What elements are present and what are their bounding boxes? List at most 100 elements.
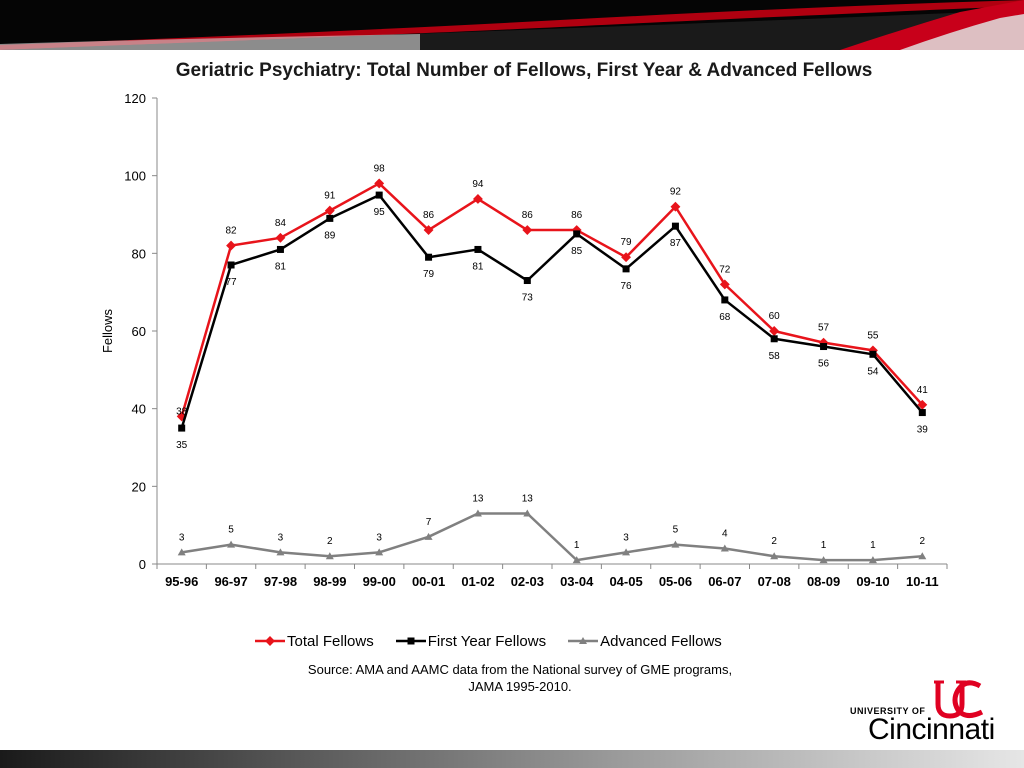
data-label-advanced-fellows: 1 xyxy=(870,540,876,551)
data-label-advanced-fellows: 1 xyxy=(574,540,580,551)
data-point-first-year-fellows xyxy=(869,350,877,358)
data-label-total-fellows: 86 xyxy=(423,210,435,221)
line-chart: 0 20 40 60 80 100 120 Fellows 95-96 96-97 97-98 98-… xyxy=(100,91,948,589)
chart-title: Geriatric Psychiatry: Total Number of Fe… xyxy=(175,60,873,81)
series-line-first-year-fellows xyxy=(180,193,924,429)
data-label-total-fellows: 94 xyxy=(472,179,484,190)
data-point-first-year-fellows xyxy=(918,409,926,417)
data-point-first-year-fellows xyxy=(622,265,630,273)
data-label-first-year-fellows: 76 xyxy=(621,281,633,292)
logo-small-text: UNIVERSITY OF xyxy=(850,706,926,716)
data-point-first-year-fellows xyxy=(671,222,679,230)
data-point-total-fellows xyxy=(719,279,730,290)
data-label-first-year-fellows: 81 xyxy=(275,261,287,272)
data-point-advanced-fellows xyxy=(276,548,285,556)
legend-swatch-advanced-fellows xyxy=(568,637,599,644)
data-label-advanced-fellows: 4 xyxy=(722,528,728,539)
x-tick-label: 02-03 xyxy=(511,574,544,589)
data-label-total-fellows: 86 xyxy=(522,210,534,221)
x-tick-label: 08-09 xyxy=(807,574,840,589)
legend-item-advanced-fellows: Advanced Fellows xyxy=(568,633,722,650)
data-point-first-year-fellows xyxy=(721,296,729,304)
x-tick-label: 03-04 xyxy=(560,574,594,589)
data-point-total-fellows xyxy=(423,225,434,235)
data-label-advanced-fellows: 2 xyxy=(920,536,926,547)
data-point-total-fellows xyxy=(522,225,533,235)
data-point-advanced-fellows xyxy=(325,552,334,560)
data-point-advanced-fellows xyxy=(523,509,532,517)
data-label-first-year-fellows: 39 xyxy=(917,425,929,436)
data-point-first-year-fellows xyxy=(573,230,581,238)
data-label-advanced-fellows: 3 xyxy=(376,532,382,543)
data-label-advanced-fellows: 3 xyxy=(278,532,284,543)
y-tick-label: 40 xyxy=(132,402,146,417)
data-point-first-year-fellows xyxy=(326,214,334,222)
y-tick-label: 20 xyxy=(132,479,146,494)
x-tick-label: 05-06 xyxy=(659,574,692,589)
data-label-total-fellows: 82 xyxy=(226,226,238,237)
y-tick-label: 100 xyxy=(124,169,146,184)
y-tick-label: 0 xyxy=(139,557,146,572)
data-label-first-year-fellows: 54 xyxy=(867,366,879,377)
data-point-first-year-fellows xyxy=(770,335,778,343)
data-point-first-year-fellows xyxy=(375,191,383,199)
x-tick-label: 98-99 xyxy=(313,574,346,589)
data-point-total-fellows xyxy=(226,240,237,251)
data-point-advanced-fellows xyxy=(572,556,581,564)
top-banner xyxy=(0,0,1024,50)
data-point-advanced-fellows xyxy=(868,556,877,564)
data-label-first-year-fellows: 68 xyxy=(719,312,731,323)
data-label-advanced-fellows: 7 xyxy=(426,517,432,528)
x-tick-label: 01-02 xyxy=(461,574,494,589)
legend-swatch-total-fellows xyxy=(255,636,285,646)
data-label-total-fellows: 41 xyxy=(917,385,929,396)
data-label-total-fellows: 79 xyxy=(621,237,633,248)
series-line-total-fellows xyxy=(180,182,924,417)
data-point-total-fellows xyxy=(769,326,780,336)
x-tick-label: 07-08 xyxy=(758,574,791,589)
data-label-first-year-fellows: 56 xyxy=(818,359,830,370)
logo-wordmark: Cincinnati xyxy=(868,713,995,746)
data-point-advanced-fellows xyxy=(177,548,186,556)
data-point-advanced-fellows xyxy=(227,540,236,548)
legend-swatch-first-year-fellows xyxy=(395,637,426,645)
data-point-total-fellows xyxy=(374,178,385,189)
data-label-advanced-fellows: 13 xyxy=(472,494,484,505)
data-label-first-year-fellows: 85 xyxy=(571,246,583,257)
data-point-advanced-fellows xyxy=(819,556,828,564)
data-label-total-fellows: 92 xyxy=(670,187,682,198)
data-label-total-fellows: 84 xyxy=(275,218,287,229)
x-tick-label: 09-10 xyxy=(856,574,889,589)
data-label-advanced-fellows: 2 xyxy=(771,536,777,547)
data-label-advanced-fellows: 5 xyxy=(673,525,679,536)
data-point-advanced-fellows xyxy=(424,532,433,540)
x-tick-label: 96-97 xyxy=(214,574,247,589)
data-label-advanced-fellows: 3 xyxy=(179,532,185,543)
x-tick-label: 06-07 xyxy=(708,574,741,589)
data-point-advanced-fellows xyxy=(473,509,482,517)
x-tick-label: 99-00 xyxy=(363,574,396,589)
series-line-advanced-fellows xyxy=(181,512,923,562)
y-tick-label: 60 xyxy=(132,324,146,339)
legend-item-total-fellows: Total Fellows xyxy=(255,633,374,650)
y-tick-label: 120 xyxy=(124,91,146,106)
data-point-advanced-fellows xyxy=(918,552,927,560)
data-point-advanced-fellows xyxy=(720,544,729,552)
data-label-total-fellows: 86 xyxy=(571,210,583,221)
data-point-first-year-fellows xyxy=(227,261,235,269)
data-point-advanced-fellows xyxy=(375,548,384,556)
data-point-first-year-fellows xyxy=(425,253,433,261)
data-label-first-year-fellows: 87 xyxy=(670,238,682,249)
data-label-first-year-fellows: 35 xyxy=(176,440,188,451)
data-point-first-year-fellows xyxy=(276,245,284,253)
data-label-total-fellows: 72 xyxy=(719,264,731,275)
x-tick-label: 10-11 xyxy=(906,574,939,589)
bottom-band xyxy=(0,750,1024,768)
legend-label-first-year-fellows: First Year Fellows xyxy=(427,632,547,650)
data-label-first-year-fellows: 81 xyxy=(472,261,484,272)
chart-legend: Total Fellows First Year Fellows Advance… xyxy=(255,632,744,650)
data-label-advanced-fellows: 13 xyxy=(522,494,534,505)
data-label-total-fellows: 55 xyxy=(867,330,879,341)
source-note: Source: AMA and AAMC data from the Natio… xyxy=(307,662,733,694)
data-point-first-year-fellows xyxy=(474,245,482,253)
